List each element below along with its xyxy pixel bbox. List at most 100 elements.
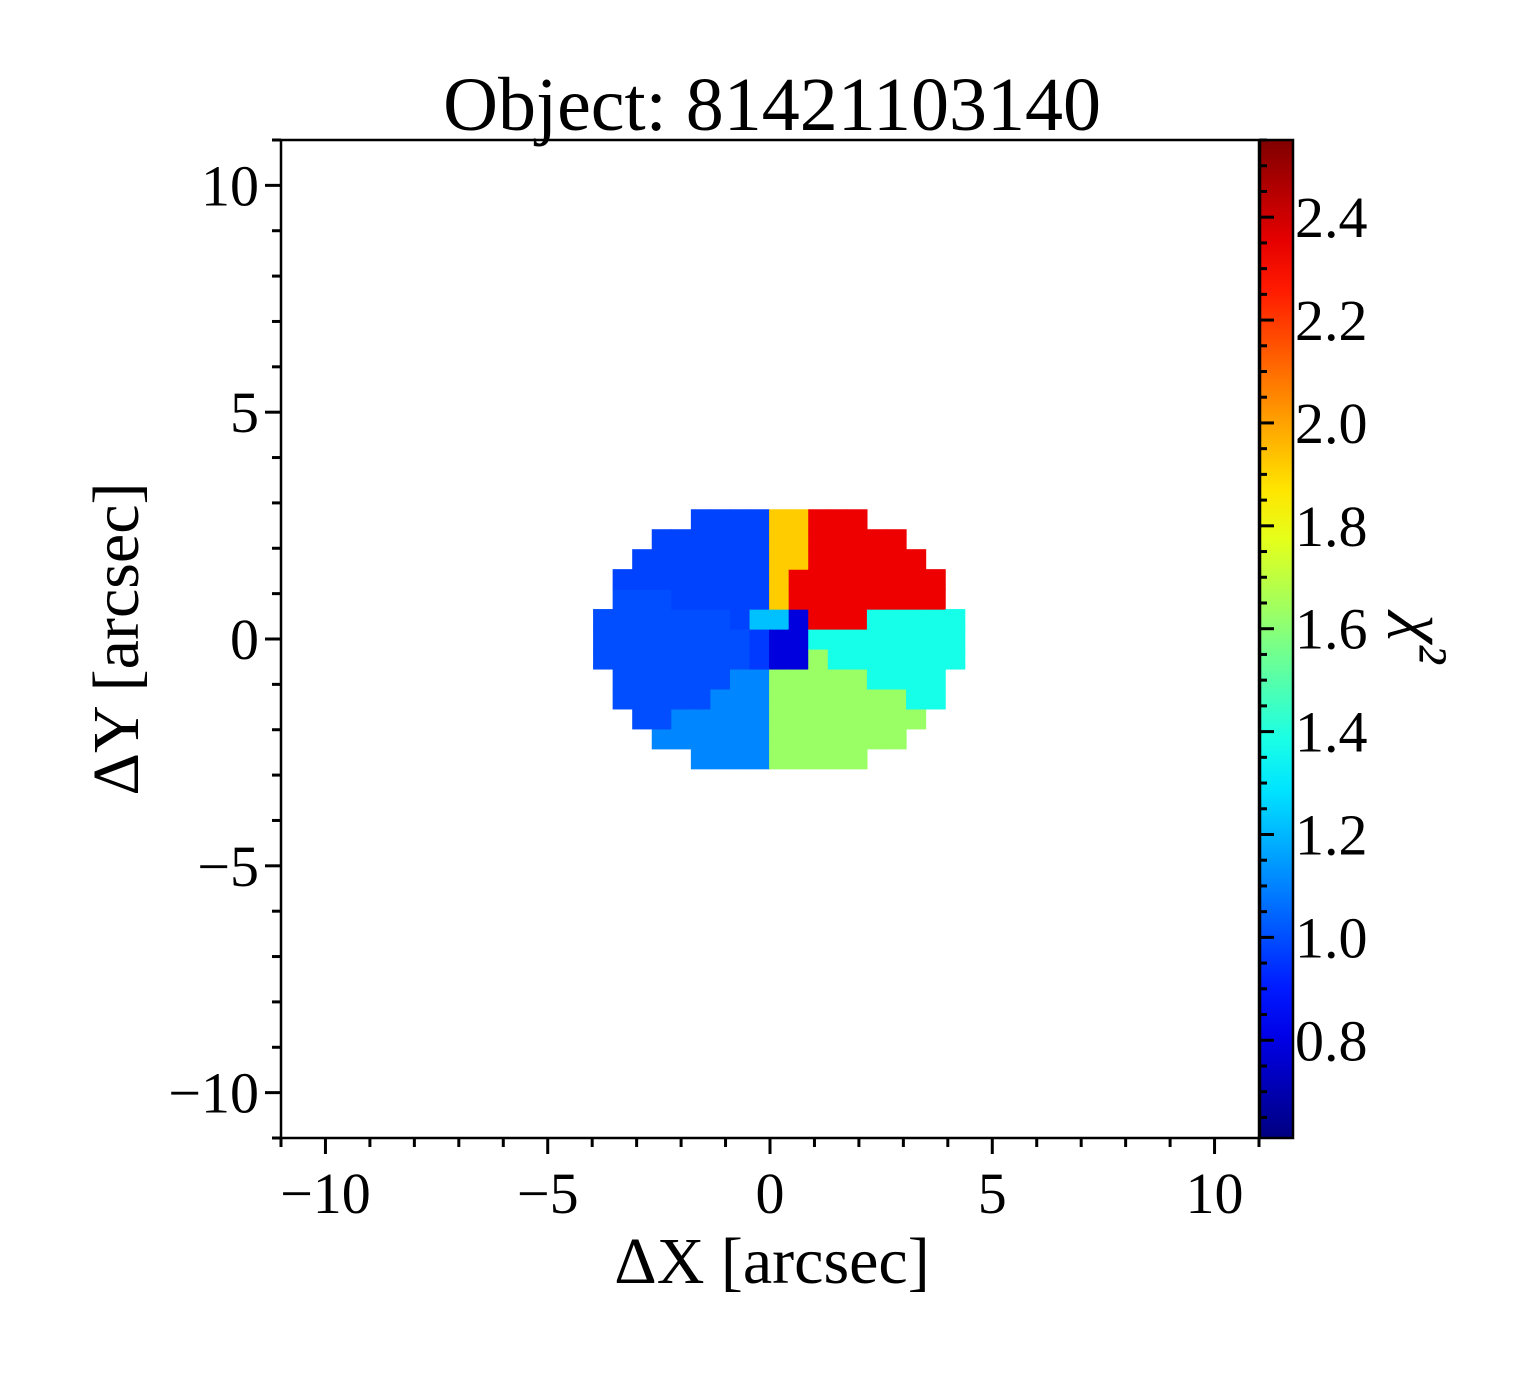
- heatmap-pixel: [827, 609, 848, 630]
- heatmap-pixel: [827, 728, 848, 750]
- heatmap-pixel: [710, 569, 731, 590]
- colorbar-ticks: 0.8 1.0 1.2 1.4 1.6 1.8 2.0 2.2 2.4: [1260, 138, 1368, 1119]
- heatmap-pixel: [690, 609, 712, 630]
- heatmap-pixel: [690, 668, 712, 690]
- heatmap-pixel: [729, 549, 751, 570]
- heatmap-pixel: [847, 529, 868, 550]
- heatmap-pixel: [808, 609, 829, 630]
- heatmap-pixel: [749, 728, 770, 750]
- heatmap-pixel: [769, 728, 790, 750]
- heatmap-pixel: [769, 748, 790, 770]
- heatmap-pixel: [593, 609, 614, 630]
- heatmap-pixel: [671, 609, 692, 630]
- heatmap-pixel: [906, 549, 927, 570]
- heatmap-pixel: [886, 609, 907, 630]
- heatmap-pixel: [749, 549, 770, 570]
- heatmap-pixel: [710, 728, 731, 750]
- heatmap-pixel: [690, 748, 712, 770]
- heatmap-pixel: [612, 688, 633, 710]
- heatmap-pixel: [671, 648, 692, 670]
- heatmap-pixel: [729, 509, 751, 530]
- heatmap-pixel: [690, 549, 712, 570]
- y-tick-label: 10: [201, 153, 259, 218]
- heatmap-pixel: [886, 708, 907, 730]
- heatmap-pixel: [651, 569, 672, 590]
- heatmap-pixel: [729, 708, 751, 730]
- heatmap-pixel: [632, 609, 653, 630]
- heatmap-pixel: [906, 688, 927, 710]
- heatmap-pixel: [769, 569, 790, 590]
- heatmap-pixel: [651, 668, 672, 690]
- heatmap-pixel: [612, 569, 633, 590]
- heatmap-pixel: [906, 668, 927, 690]
- heatmap-pixel: [690, 648, 712, 670]
- heatmap-pixel: [827, 529, 848, 550]
- heatmap-pixel: [749, 648, 770, 670]
- heatmap-pixel: [925, 648, 946, 670]
- heatmap-pixel: [886, 648, 907, 670]
- heatmap-pixel: [710, 549, 731, 570]
- heatmap-pixel: [827, 589, 848, 610]
- heatmap-pixel: [710, 648, 731, 670]
- heatmap-pixel: [769, 549, 790, 570]
- heatmap-pixel: [710, 688, 731, 710]
- heatmap-pixel: [632, 708, 653, 730]
- heatmap-pixel: [808, 509, 829, 530]
- heatmap-pixel: [651, 609, 672, 630]
- heatmap-pixel: [690, 708, 712, 730]
- heatmap-pixel: [769, 688, 790, 710]
- heatmap-pixel: [827, 569, 848, 590]
- y-tick-label: 5: [230, 380, 259, 445]
- heatmap-pixels: [593, 509, 966, 770]
- heatmap-pixel: [847, 569, 868, 590]
- heatmap-pixel: [651, 708, 672, 730]
- heatmap-pixel: [749, 569, 770, 590]
- heatmap-pixel: [651, 549, 672, 570]
- heatmap-pixel: [729, 589, 751, 610]
- heatmap-pixel: [769, 589, 790, 610]
- heatmap-pixel: [632, 668, 653, 690]
- heatmap-pixel: [671, 688, 692, 710]
- heatmap-pixel: [847, 728, 868, 750]
- heatmap-pixel: [808, 728, 829, 750]
- heatmap-pixel: [632, 549, 653, 570]
- heatmap-pixel: [945, 648, 966, 670]
- heatmap-pixel: [827, 509, 848, 530]
- x-tick-label: 0: [756, 1161, 785, 1226]
- heatmap-pixel: [886, 668, 907, 690]
- x-tick-label: 10: [1186, 1161, 1244, 1226]
- heatmap-pixel: [847, 629, 868, 650]
- heatmap-pixel: [788, 629, 809, 650]
- heatmap-pixel: [808, 569, 829, 590]
- heatmap-pixel: [827, 549, 848, 570]
- heatmap-pixel: [749, 748, 770, 770]
- colorbar-tick-label: 0.8: [1295, 1008, 1368, 1073]
- heatmap-pixel: [729, 629, 751, 650]
- heatmap-pixel: [886, 728, 907, 750]
- heatmap-pixel: [651, 529, 672, 550]
- heatmap-pixel: [651, 648, 672, 670]
- heatmap-pixel: [690, 728, 712, 750]
- heatmap-pixel: [866, 569, 888, 590]
- heatmap-pixel: [886, 569, 907, 590]
- heatmap-pixel: [729, 748, 751, 770]
- heatmap-pixel: [749, 609, 770, 630]
- heatmap-pixel: [827, 629, 848, 650]
- heatmap-pixel: [671, 668, 692, 690]
- heatmap-pixel: [866, 728, 888, 750]
- heatmap-pixel: [729, 668, 751, 690]
- colorbar-tick-label: 2.0: [1295, 391, 1368, 456]
- heatmap-pixel: [808, 748, 829, 770]
- heatmap-pixel: [612, 668, 633, 690]
- heatmap-pixel: [671, 549, 692, 570]
- y-axis-ticks: −10 −5 0 5 10: [168, 138, 281, 1140]
- y-axis-label: ΔY [arcsec]: [80, 483, 153, 796]
- heatmap-pixel: [632, 589, 653, 610]
- heatmap-pixel: [906, 609, 927, 630]
- heatmap-pixel: [749, 529, 770, 550]
- heatmap-pixel: [729, 728, 751, 750]
- heatmap-pixel: [729, 688, 751, 710]
- heatmap-pixel: [925, 589, 946, 610]
